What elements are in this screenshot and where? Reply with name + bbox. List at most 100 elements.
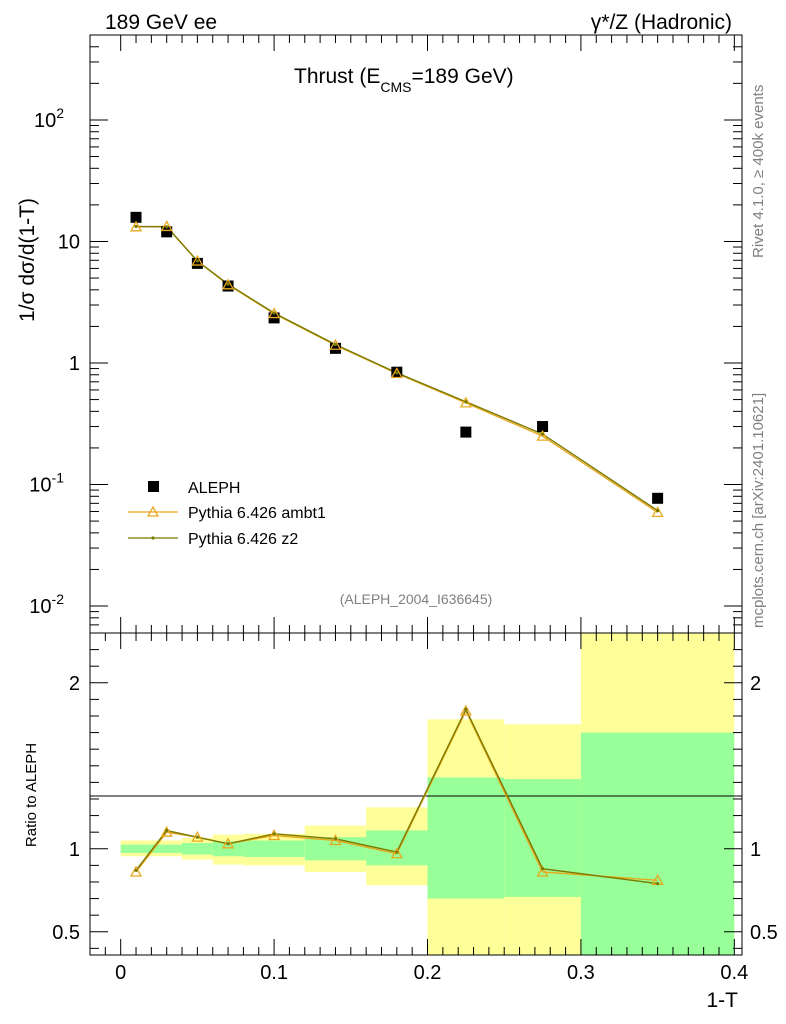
main-ytick-label: 10-1 [29,470,64,497]
ratio-band-green [151,844,183,853]
z2-point [272,311,276,315]
aleph-point [329,342,341,354]
ratio-band-green [212,841,244,857]
ratio-ambt1-point [160,825,173,837]
legend-ambt1: Pythia 6.426 ambt1 [188,505,326,522]
legend-z2-marker [151,536,155,540]
main-ytick-label: 1 [69,353,80,375]
legend: ALEPH Pythia 6.426 ambt1 Pythia 6.426 z2 [128,480,326,548]
ambt1-point [329,338,342,350]
main-series [129,211,664,518]
ratio-series [129,704,664,886]
ratio-ylabel: Ratio to ALEPH [23,743,40,847]
ratio-z2-point [333,837,338,841]
ratio-z2-point [540,867,545,871]
aleph-point [130,211,142,223]
legend-aleph-marker [148,481,159,492]
z2-point [656,509,660,513]
ratio-band-green [182,842,213,855]
mcplots-label: mcplots.cern.ch [arXiv:2401.10621] [750,393,767,628]
ratio-band-green [580,732,735,955]
ratio-xtick-label: 0 [115,962,126,984]
ratio-z2-point [134,868,138,872]
rivet-label: Rivet 4.1.0, ≥ 400k events [750,85,767,258]
ratio-ambt1-point [129,865,143,877]
main-ytick-label: 10-2 [29,591,64,618]
main-ytick-label: 10 [58,231,80,253]
ratio-line-z2 [135,707,658,885]
ambt1-point [459,396,472,408]
ratio-band-green [504,779,581,897]
z2-point [464,400,468,404]
aleph-point [537,421,549,433]
ratio-ambt1-point [221,837,235,849]
ratio-ytick-label: 2 [69,673,80,695]
ratio-band-green [243,840,305,858]
main-panel: 10-2 10-1 1 10 102 Thrust (ECMS=189 GeV) 1/σ… [16,34,743,634]
ratio-xtick-label: 0.4 [720,962,748,984]
main-ytick-label: 102 [34,105,64,132]
z2-point [333,342,338,347]
ratio-band-green [304,837,367,861]
ambt1-point [191,254,204,266]
ambt1-point [651,506,664,518]
ambt1-point [129,220,143,232]
xlabel: 1-T [707,989,739,1012]
ratio-z2-point [195,835,199,839]
ratio-line-ambt1 [135,709,658,882]
ratio-frame [89,632,743,956]
ratio-ambt1-point [390,847,403,859]
ratio-ticks: 0.5 0.5 1 1 2 2 0 0.1 0.2 0.3 0.4 [52,633,778,984]
main-ylabel: 1/σ dσ/d(1-T) [16,198,39,322]
ratio-xtick-label: 0.3 [567,962,595,984]
ratio-ytick-label-right: 1 [750,839,761,861]
title-sub: CMS [380,79,411,95]
ratio-ambt1-point [191,830,204,842]
ambt1-point [390,367,403,379]
ambt1-point [267,307,281,319]
z2-point [134,224,138,229]
ratio-ytick-label: 0.5 [52,922,80,944]
ratio-xtick-label: 0.2 [414,962,442,984]
ratio-z2-point [226,842,230,846]
ambt1-point [536,429,549,441]
analysis-tag: (ALEPH_2004_I636645) [340,591,493,607]
aleph-point [652,492,664,504]
aleph-point [460,426,472,438]
aleph-point [191,257,203,269]
ratio-ambt1-point [536,865,549,877]
series-line-z2 [136,225,659,512]
ratio-ytick-label-right: 2 [750,673,761,695]
title-rest: =189 GeV) [411,65,513,88]
z2-point [540,432,545,436]
ratio-z2-point [464,707,468,711]
ratio-ambt1-point [459,704,472,716]
aleph-point [222,280,234,292]
ratio-z2-point [272,832,276,836]
legend-ambt1-marker [146,505,160,517]
ratio-ytick-label-right: 0.5 [750,922,778,944]
header-left: 189 GeV ee [105,11,217,34]
ratio-ambt1-point [329,834,342,846]
z2-point [395,371,399,375]
ratio-bands [120,633,735,955]
ratio-xtick-label: 0.1 [260,962,288,984]
ratio-band-green [427,777,505,899]
ratio-panel: 0.5 0.5 1 1 2 2 0 0.1 0.2 0.3 0.4 Ratio to ALEPH 1… [23,632,778,1012]
ratio-z2-point [395,850,399,854]
z2-point [226,282,230,286]
z2-point [165,225,169,229]
ambt1-point [160,220,173,232]
header-right: γ*/Z (Hadronic) [591,11,732,34]
plot-title: Thrust (ECMS=189 GeV) [294,65,514,95]
legend-aleph: ALEPH [188,480,240,497]
z2-point [195,259,199,263]
main-y-ticks: 10-2 10-1 1 10 102 [29,34,742,634]
ratio-z2-point [165,828,169,833]
ratio-ytick-label: 1 [69,839,80,861]
ratio-z2-point [656,882,660,886]
aleph-point [161,226,173,238]
legend-z2: Pythia 6.426 z2 [188,531,298,548]
title-main: Thrust (E [294,65,380,88]
